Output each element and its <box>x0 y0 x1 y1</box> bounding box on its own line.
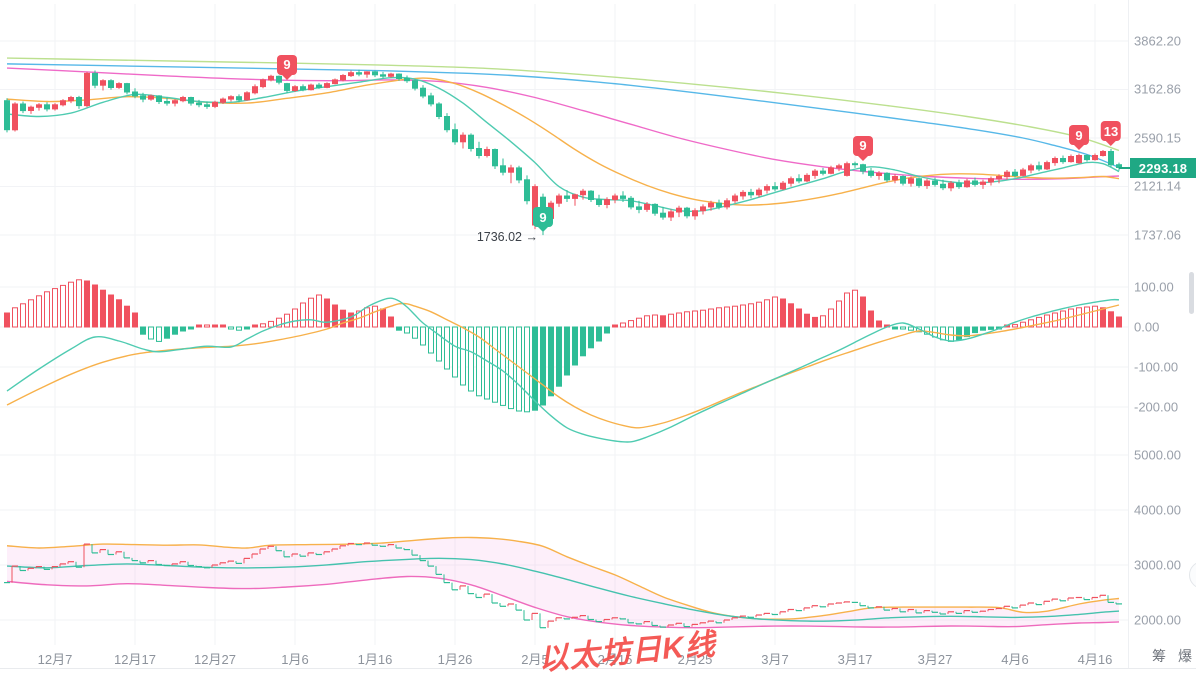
y-axis-label: 2000.00 <box>1134 612 1181 628</box>
bottom-toolbar: 筹 爆 <box>1152 646 1192 666</box>
td-marker-pointer <box>858 155 868 161</box>
x-axis-label: 2月25 <box>677 652 713 667</box>
x-axis-label: 1月6 <box>281 652 309 667</box>
low-price-arrow-icon: → <box>525 230 539 244</box>
td-marker-pointer <box>1106 141 1116 147</box>
current-price-dash <box>1119 167 1130 169</box>
y-axis-label: 4000.00 <box>1134 502 1181 518</box>
chip-distribution-button[interactable]: 筹 <box>1152 648 1166 664</box>
liquidation-button[interactable]: 爆 <box>1178 648 1192 664</box>
td-marker-badge-13: 13 <box>1100 121 1122 147</box>
ma-orange <box>6 77 1120 206</box>
td-marker-pointer <box>1074 145 1084 151</box>
low-price-annotation: 1736.02 → <box>458 230 538 244</box>
y-axis-label: 3862.20 <box>1134 33 1181 49</box>
y-axis-label: 3162.86 <box>1134 81 1181 97</box>
ma-blue <box>6 63 1120 169</box>
current-price-tag: 2293.18 <box>1130 158 1196 178</box>
band-fill <box>7 537 1119 628</box>
y-axis-label: 1737.06 <box>1134 227 1181 243</box>
td-marker-pointer <box>282 74 292 80</box>
td-marker-badge-9: 9 <box>853 135 873 161</box>
td-marker-badge-9: 9 <box>277 54 297 80</box>
x-axis-label: 12月17 <box>114 652 156 667</box>
x-axis-label: 3月7 <box>761 652 789 667</box>
axis-separator-line <box>1128 0 1129 668</box>
y-axis-label: -200.00 <box>1134 399 1179 415</box>
y-axis-label: 5000.00 <box>1134 447 1181 463</box>
y-axis-label: 2121.14 <box>1134 178 1181 194</box>
y-axis-label: 100.00 <box>1134 279 1174 295</box>
td-marker-pointer <box>538 227 548 233</box>
band-upper-line <box>6 536 1120 620</box>
x-axis-label: 3月17 <box>837 652 873 667</box>
x-axis-label: 1月26 <box>437 652 473 667</box>
macd-dea-line <box>6 302 1120 429</box>
x-axis-label: 3月27 <box>917 652 953 667</box>
td-marker-badge-9: 9 <box>533 207 553 233</box>
x-axis-label: 12月27 <box>194 652 236 667</box>
x-axis-label: 1月16 <box>357 652 393 667</box>
mini-price-steps <box>4 542 1122 629</box>
y-axis-label: 0.00 <box>1134 319 1160 335</box>
scrollbar-thumb[interactable] <box>1189 272 1194 314</box>
x-axis-label: 2月15 <box>597 652 633 667</box>
band-middle-line <box>6 557 1120 622</box>
td-marker-badge-9: 9 <box>1069 125 1089 151</box>
macd-panel <box>4 279 1122 443</box>
bottom-border-line <box>0 668 1196 669</box>
x-axis-label: 4月16 <box>1077 652 1113 667</box>
x-axis-label: 12月7 <box>37 652 73 667</box>
ma-teal <box>6 76 1120 212</box>
ma-long-green <box>6 57 1120 152</box>
x-axis-label: 4月6 <box>1001 652 1029 667</box>
y-axis-label: 3000.00 <box>1134 557 1181 573</box>
y-axis-label: 2590.15 <box>1134 130 1181 146</box>
x-axis-label: 2月5 <box>521 652 549 667</box>
macd-dif-line <box>6 297 1120 443</box>
moving-averages <box>6 57 1120 212</box>
ma-magenta <box>6 67 1120 181</box>
candles <box>4 69 1122 236</box>
low-price-value: 1736.02 <box>476 230 523 244</box>
y-axis-label: -100.00 <box>1134 359 1179 375</box>
band-lower-line <box>6 575 1120 629</box>
bollinger-panel <box>6 536 1120 629</box>
